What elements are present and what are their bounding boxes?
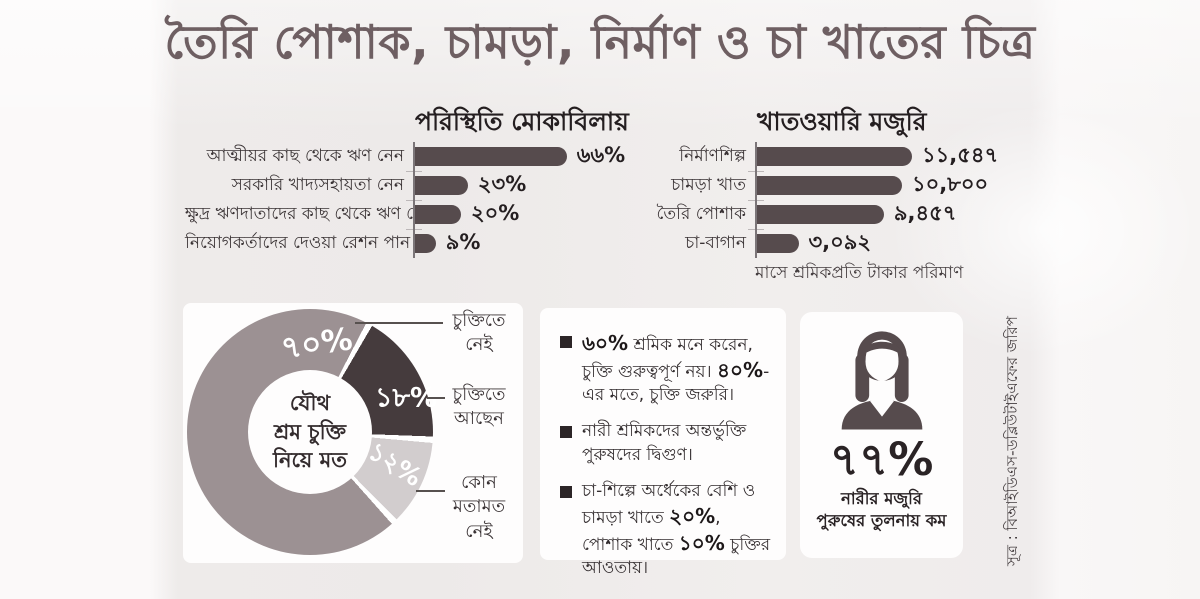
bar-value: ১১,৫৪৭: [922, 143, 999, 167]
bar-cell: ৯%: [413, 229, 660, 258]
bar-value: ২০%: [471, 201, 520, 225]
coping-chart-title: পরিস্থিতি মোকাবিলায়: [415, 107, 629, 136]
coping-bar-chart: পরিস্থিতি মোকাবিলায় আত্মীয়র কাছ থেকে ঋ…: [185, 102, 660, 272]
donut-slice-label: চুক্তিতে নেই: [452, 310, 506, 356]
bar-value: ১০,৮০০: [912, 172, 989, 196]
donut-center: যৌথ শ্রম চুক্তি নিয়ে মত: [248, 370, 372, 494]
facts-card: ৬০% শ্রমিক মনে করেন, চুক্তি গুরুত্বপূর্ণ…: [540, 308, 786, 578]
bar-label: চা-বাগান: [685, 232, 746, 253]
wage-chart-title: খাতওয়ারি মজুরি: [757, 107, 927, 136]
bar-row: আত্মীয়র কাছ থেকে ঋণ নেন ৬৬%: [185, 142, 660, 172]
bar-label: সরকারি খাদ্যসহায়তা নেন: [231, 174, 404, 195]
leader-line: [416, 490, 445, 492]
square-bullet-icon: [560, 485, 572, 498]
source-credit: সূত্র : বিআইডিএস-ডব্লিউটাইএফের জরিপ: [1003, 316, 1021, 566]
women-wage-caption-line: পুরুষের তুলনায় কম: [816, 510, 947, 530]
bar: [757, 147, 912, 166]
donut-slice-label: কোন মতামত নেই: [452, 472, 506, 542]
woman-icon: [841, 331, 922, 430]
square-bullet-icon: [560, 426, 572, 439]
bar-cell: ৯,৪৫৭: [748, 200, 1077, 230]
bar-cell: ৩,০৯২: [755, 229, 1077, 258]
bar-label: আত্মীয়র কাছ থেকে ঋণ নেন: [206, 145, 404, 166]
women-wage-caption: নারীর মজুরি পুরুষের তুলনায় কম: [817, 488, 947, 532]
wage-chart-rows: নির্মাণশিল্প ১১,৫৪৭ চামড়া খাত ১০,৮০০ তৈ…: [647, 142, 1077, 258]
bar-row: তৈরি পোশাক ৯,৪৫৭: [647, 200, 1077, 230]
donut-center-line: যৌথ: [289, 390, 331, 415]
fact-item: ৬০% শ্রমিক মনে করেন, চুক্তি গুরুত্বপূর্ণ…: [560, 330, 772, 407]
fact-text: ৬০% শ্রমিক মনে করেন, চুক্তি গুরুত্বপূর্ণ…: [582, 331, 770, 406]
wage-chart-footnote: মাসে শ্রমিকপ্রতি টাকার পরিমাণ: [755, 263, 964, 283]
donut-value-18: ১৮%: [374, 382, 438, 414]
bar-row: সরকারি খাদ্যসহায়তা নেন ২৩%: [185, 171, 660, 201]
donut-slice-label: চুক্তিতে আছেন: [452, 384, 506, 430]
bar-row: নিয়োগকর্তাদের দেওয়া রেশন পান ৯%: [185, 229, 660, 258]
bar-cell: ২০%: [406, 200, 660, 230]
bar-value: ৬৬%: [576, 143, 626, 167]
bar-cell: ১০,৮০০: [748, 171, 1077, 201]
bar-cell: ২৩%: [406, 171, 660, 201]
bar-row: ক্ষুদ্র ঋণদাতাদের কাছ থেকে ঋণ নেন ২০%: [185, 200, 660, 230]
women-wage-percent: ৭৭%: [829, 433, 934, 486]
women-wage-caption-line: নারীর মজুরি: [841, 489, 922, 508]
bar-label: নিয়োগকর্তাদের দেওয়া রেশন পান: [185, 232, 411, 253]
bar-value: ৯%: [445, 230, 481, 254]
bar-label: নির্মাণশিল্প: [679, 145, 746, 166]
bar-cell: ৬৬%: [406, 142, 660, 172]
bar: [757, 205, 884, 224]
square-bullet-icon: [560, 336, 572, 348]
leader-line: [427, 397, 445, 399]
contract-donut-card: ৭০% ১৮% ১২% যৌথ শ্রম চুক্তি নিয়ে মত চুক…: [183, 303, 523, 563]
bar: [757, 234, 799, 253]
donut-center-line: শ্রম চুক্তি: [274, 419, 346, 444]
women-wage-card: ৭৭% নারীর মজুরি পুরুষের তুলনায় কম: [800, 312, 963, 558]
fact-item: চা-শিল্পে অর্ধেকের বেশি ও চামড়া খাতে ২০…: [560, 480, 772, 581]
bar-cell: ১১,৫৪৭: [748, 142, 1077, 172]
fact-text: নারী শ্রমিকদের অন্তর্ভুক্তি পুরুষদের দ্ব…: [582, 421, 747, 465]
contract-donut-chart: ৭০% ১৮% ১২% যৌথ শ্রম চুক্তি নিয়ে মত: [187, 309, 437, 555]
leader-line: [355, 322, 443, 324]
bar-row: চা-বাগান ৩,০৯২: [647, 229, 1077, 258]
bar-label: ক্ষুদ্র ঋণদাতাদের কাছ থেকে ঋণ নেন: [185, 203, 434, 224]
bar: [757, 176, 902, 195]
bar: [415, 176, 468, 195]
bar: [415, 147, 567, 166]
bar: [415, 205, 461, 224]
bar-value: ২৩%: [477, 172, 527, 196]
bar-row: চামড়া খাত ১০,৮০০: [647, 171, 1077, 201]
wage-bar-chart: খাতওয়ারি মজুরি নির্মাণশিল্প ১১,৫৪৭ চামড…: [647, 102, 1077, 292]
bar-label: চামড়া খাত: [671, 174, 746, 195]
bar: [415, 234, 436, 253]
donut-value-70: ৭০%: [278, 321, 355, 367]
page-title: তৈরি পোশাক, চামড়া, নির্মাণ ও চা খাতের চ…: [164, 15, 1036, 69]
fact-text: চা-শিল্পে অর্ধেকের বেশি ও চামড়া খাতে ২০…: [582, 480, 771, 579]
coping-chart-rows: আত্মীয়র কাছ থেকে ঋণ নেন ৬৬% সরকারি খাদ্…: [185, 142, 660, 258]
bar-value: ৩,০৯২: [808, 230, 872, 254]
bar-value: ৯,৪৫৭: [893, 201, 957, 225]
donut-center-line: নিয়ে মত: [272, 448, 348, 473]
bar-label: তৈরি পোশাক: [656, 203, 747, 224]
bar-row: নির্মাণশিল্প ১১,৫৪৭: [647, 142, 1077, 172]
fact-item: নারী শ্রমিকদের অন্তর্ভুক্তি পুরুষদের দ্ব…: [560, 420, 772, 466]
